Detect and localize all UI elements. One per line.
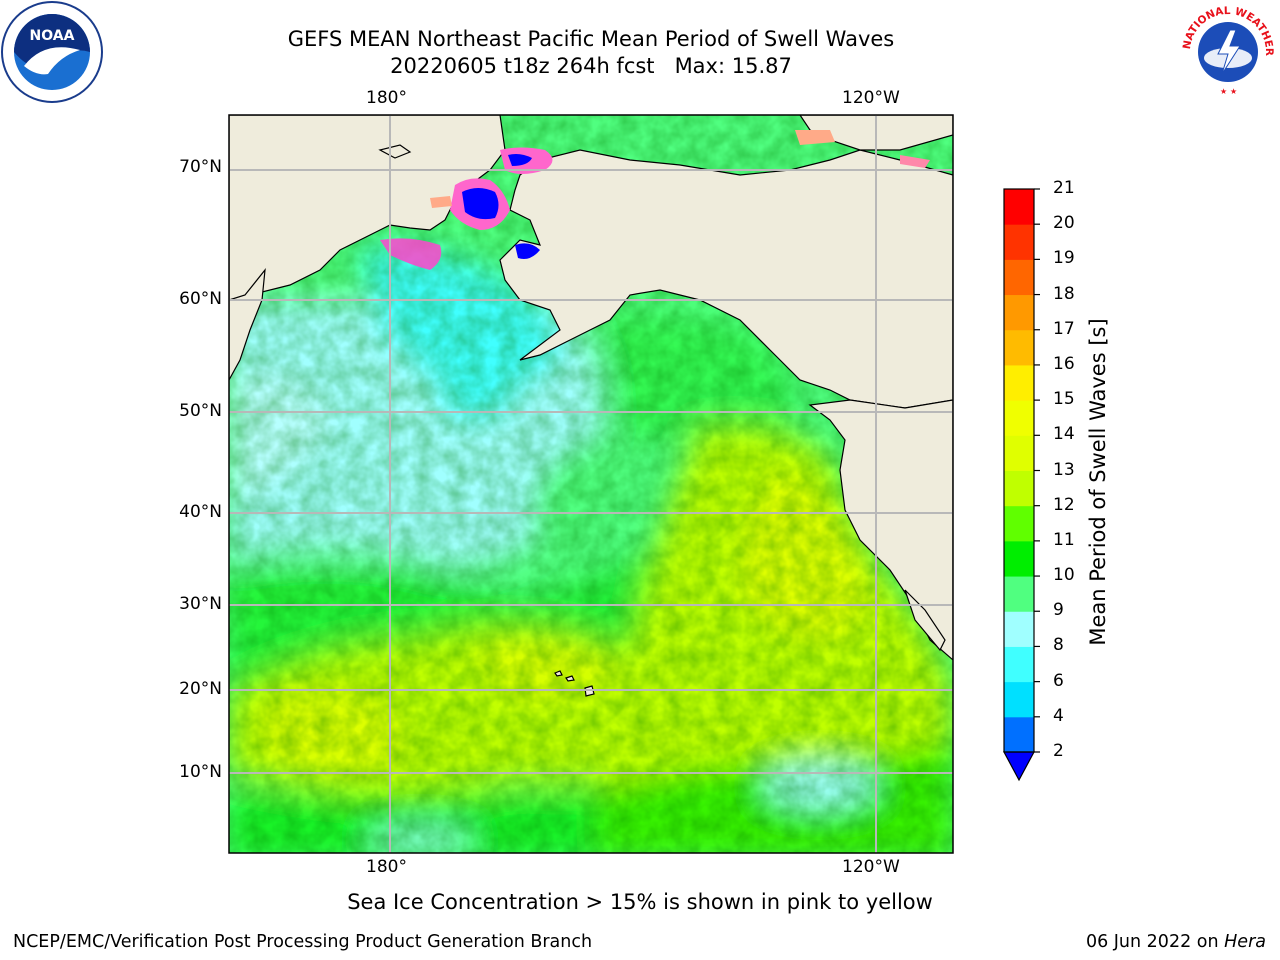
lon-tick-bottom-180: 180° (366, 857, 407, 877)
lat-tick-20n: 20°N (179, 679, 222, 699)
colorbar-bin (1004, 435, 1034, 471)
noaa-logo-text: NOAA (30, 28, 75, 44)
colorbar-tick-label: 12 (1053, 494, 1075, 515)
chart-subtitle: 20220605 t18z 264h fcst Max: 15.87 (390, 54, 792, 78)
colorbar-bin (1004, 470, 1034, 507)
lon-tick-bottom-120w: 120°W (842, 857, 900, 877)
colorbar-tick-label: 9 (1053, 600, 1064, 621)
colorbar-bin (1004, 224, 1034, 260)
colorbar-tick-label: 19 (1053, 248, 1075, 269)
footer-date-text: 06 Jun 2022 on (1085, 932, 1225, 952)
colorbar-tick-label: 14 (1053, 424, 1075, 445)
lat-tick-10n: 10°N (179, 762, 222, 782)
colorbar-tick-label: 6 (1053, 670, 1064, 691)
colorbar-bin (1004, 259, 1034, 296)
footer-date: 06 Jun 2022 on Hera (1086, 932, 1266, 952)
svg-text:★: ★ (1220, 87, 1227, 96)
lat-tick-60n: 60°N (179, 289, 222, 309)
chart-title: GEFS MEAN Northeast Pacific Mean Period … (287, 27, 895, 51)
lat-tick-50n: 50°N (179, 401, 222, 421)
national-weather-service-logo-icon: NATIONAL WEATHER SERVICE ★ ★ (1174, 0, 1278, 100)
sea-ice-note: Sea Ice Concentration > 15% is shown in … (347, 890, 933, 914)
lat-tick-30n: 30°N (179, 594, 222, 614)
colorbar-tick-label: 11 (1053, 529, 1075, 550)
colorbar-bin (1004, 646, 1034, 683)
colorbar-bin (1004, 576, 1034, 612)
lat-tick-70n: 70°N (179, 157, 222, 177)
colorbar-tick-label: 16 (1053, 353, 1075, 374)
noaa-logo-icon: NOAA (0, 0, 104, 104)
colorbar (1002, 188, 1040, 782)
swell-period-field (229, 115, 953, 853)
map-frame (228, 114, 954, 854)
lon-tick-top-180: 180° (366, 88, 407, 108)
graticule (229, 115, 953, 853)
colorbar-bin (1004, 364, 1034, 401)
colorbar-tick-label: 13 (1053, 459, 1075, 480)
colorbar-bin (1004, 294, 1034, 331)
lat-tick-40n: 40°N (179, 502, 222, 522)
colorbar-under-arrow (1002, 751, 1036, 782)
colorbar-bin (1004, 400, 1034, 436)
colorbar-title: Mean Period of Swell Waves [s] (1086, 318, 1110, 646)
colorbar-bin (1004, 716, 1034, 753)
lon-tick-top-120w: 120°W (842, 88, 900, 108)
colorbar-bin (1004, 505, 1034, 542)
colorbar-bin (1004, 329, 1034, 366)
footer-credit: NCEP/EMC/Verification Post Processing Pr… (13, 932, 593, 952)
colorbar-tick-label: 10 (1053, 565, 1075, 586)
sea-ice (380, 130, 930, 270)
colorbar-tick-label: 21 (1053, 178, 1075, 198)
svg-text:★: ★ (1230, 87, 1237, 96)
colorbar-tick-label: 4 (1053, 705, 1064, 726)
colorbar-tick-label: 17 (1053, 318, 1075, 339)
colorbar-bin (1004, 189, 1034, 225)
colorbar-tick-label: 15 (1053, 389, 1075, 410)
colorbar-bin (1004, 540, 1034, 577)
colorbar-tick-label: 18 (1053, 283, 1075, 304)
colorbar-tick-label: 20 (1053, 213, 1075, 234)
colorbar-bin (1004, 681, 1034, 718)
colorbar-tick-label: 2 (1053, 741, 1064, 761)
colorbar-bin (1004, 611, 1034, 647)
footer-machine: Hera (1224, 932, 1266, 952)
colorbar-tick-label: 8 (1053, 635, 1064, 656)
land-masses (229, 115, 953, 697)
